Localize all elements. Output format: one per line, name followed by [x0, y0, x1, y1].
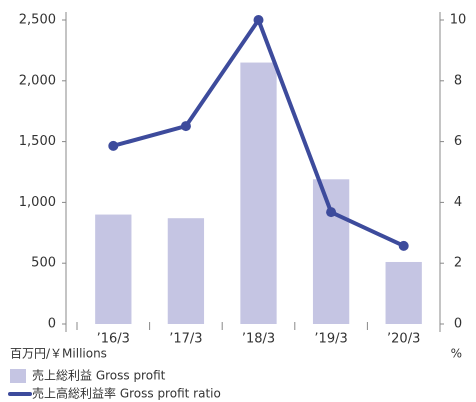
- y2-tick-label: 10: [450, 13, 467, 28]
- x-tick-label: ’19/3: [314, 332, 347, 347]
- line-point: [253, 15, 264, 25]
- bar: [385, 261, 422, 324]
- legend-swatch: [10, 369, 26, 383]
- y-tick-label: 2,500: [19, 13, 56, 28]
- x-tick-label: ’20/3: [387, 332, 420, 347]
- legend-label: 売上高総利益率 Gross profit ratio: [32, 386, 221, 401]
- y-tick-label: 500: [31, 256, 56, 271]
- y-tick-label: 0: [48, 317, 56, 332]
- y2-tick-label: 8: [454, 73, 462, 88]
- x-tick-label: ’17/3: [169, 332, 202, 347]
- bar: [240, 62, 277, 325]
- y2-tick-label: 4: [454, 195, 462, 210]
- line-point: [108, 140, 119, 151]
- y2-tick-label: 2: [454, 256, 462, 271]
- y-tick-label: 1,500: [19, 134, 56, 149]
- y2-axis-label: %: [451, 347, 462, 361]
- line-point: [398, 240, 409, 251]
- y2-tick-label: 0: [454, 317, 462, 332]
- y-axis-label: 百万円/￥Millions: [10, 347, 107, 361]
- bar: [95, 214, 132, 324]
- y-tick-label: 2,000: [19, 73, 56, 88]
- y2-tick-label: 6: [454, 134, 462, 149]
- line-point: [180, 121, 191, 132]
- x-tick-label: ’16/3: [97, 332, 130, 347]
- bar: [312, 179, 350, 324]
- x-tick-label: ’18/3: [242, 332, 275, 347]
- legend-label: 売上総利益 Gross profit: [32, 368, 166, 383]
- line-point: [326, 207, 337, 218]
- bar: [167, 218, 205, 324]
- y-tick-label: 1,000: [19, 195, 56, 210]
